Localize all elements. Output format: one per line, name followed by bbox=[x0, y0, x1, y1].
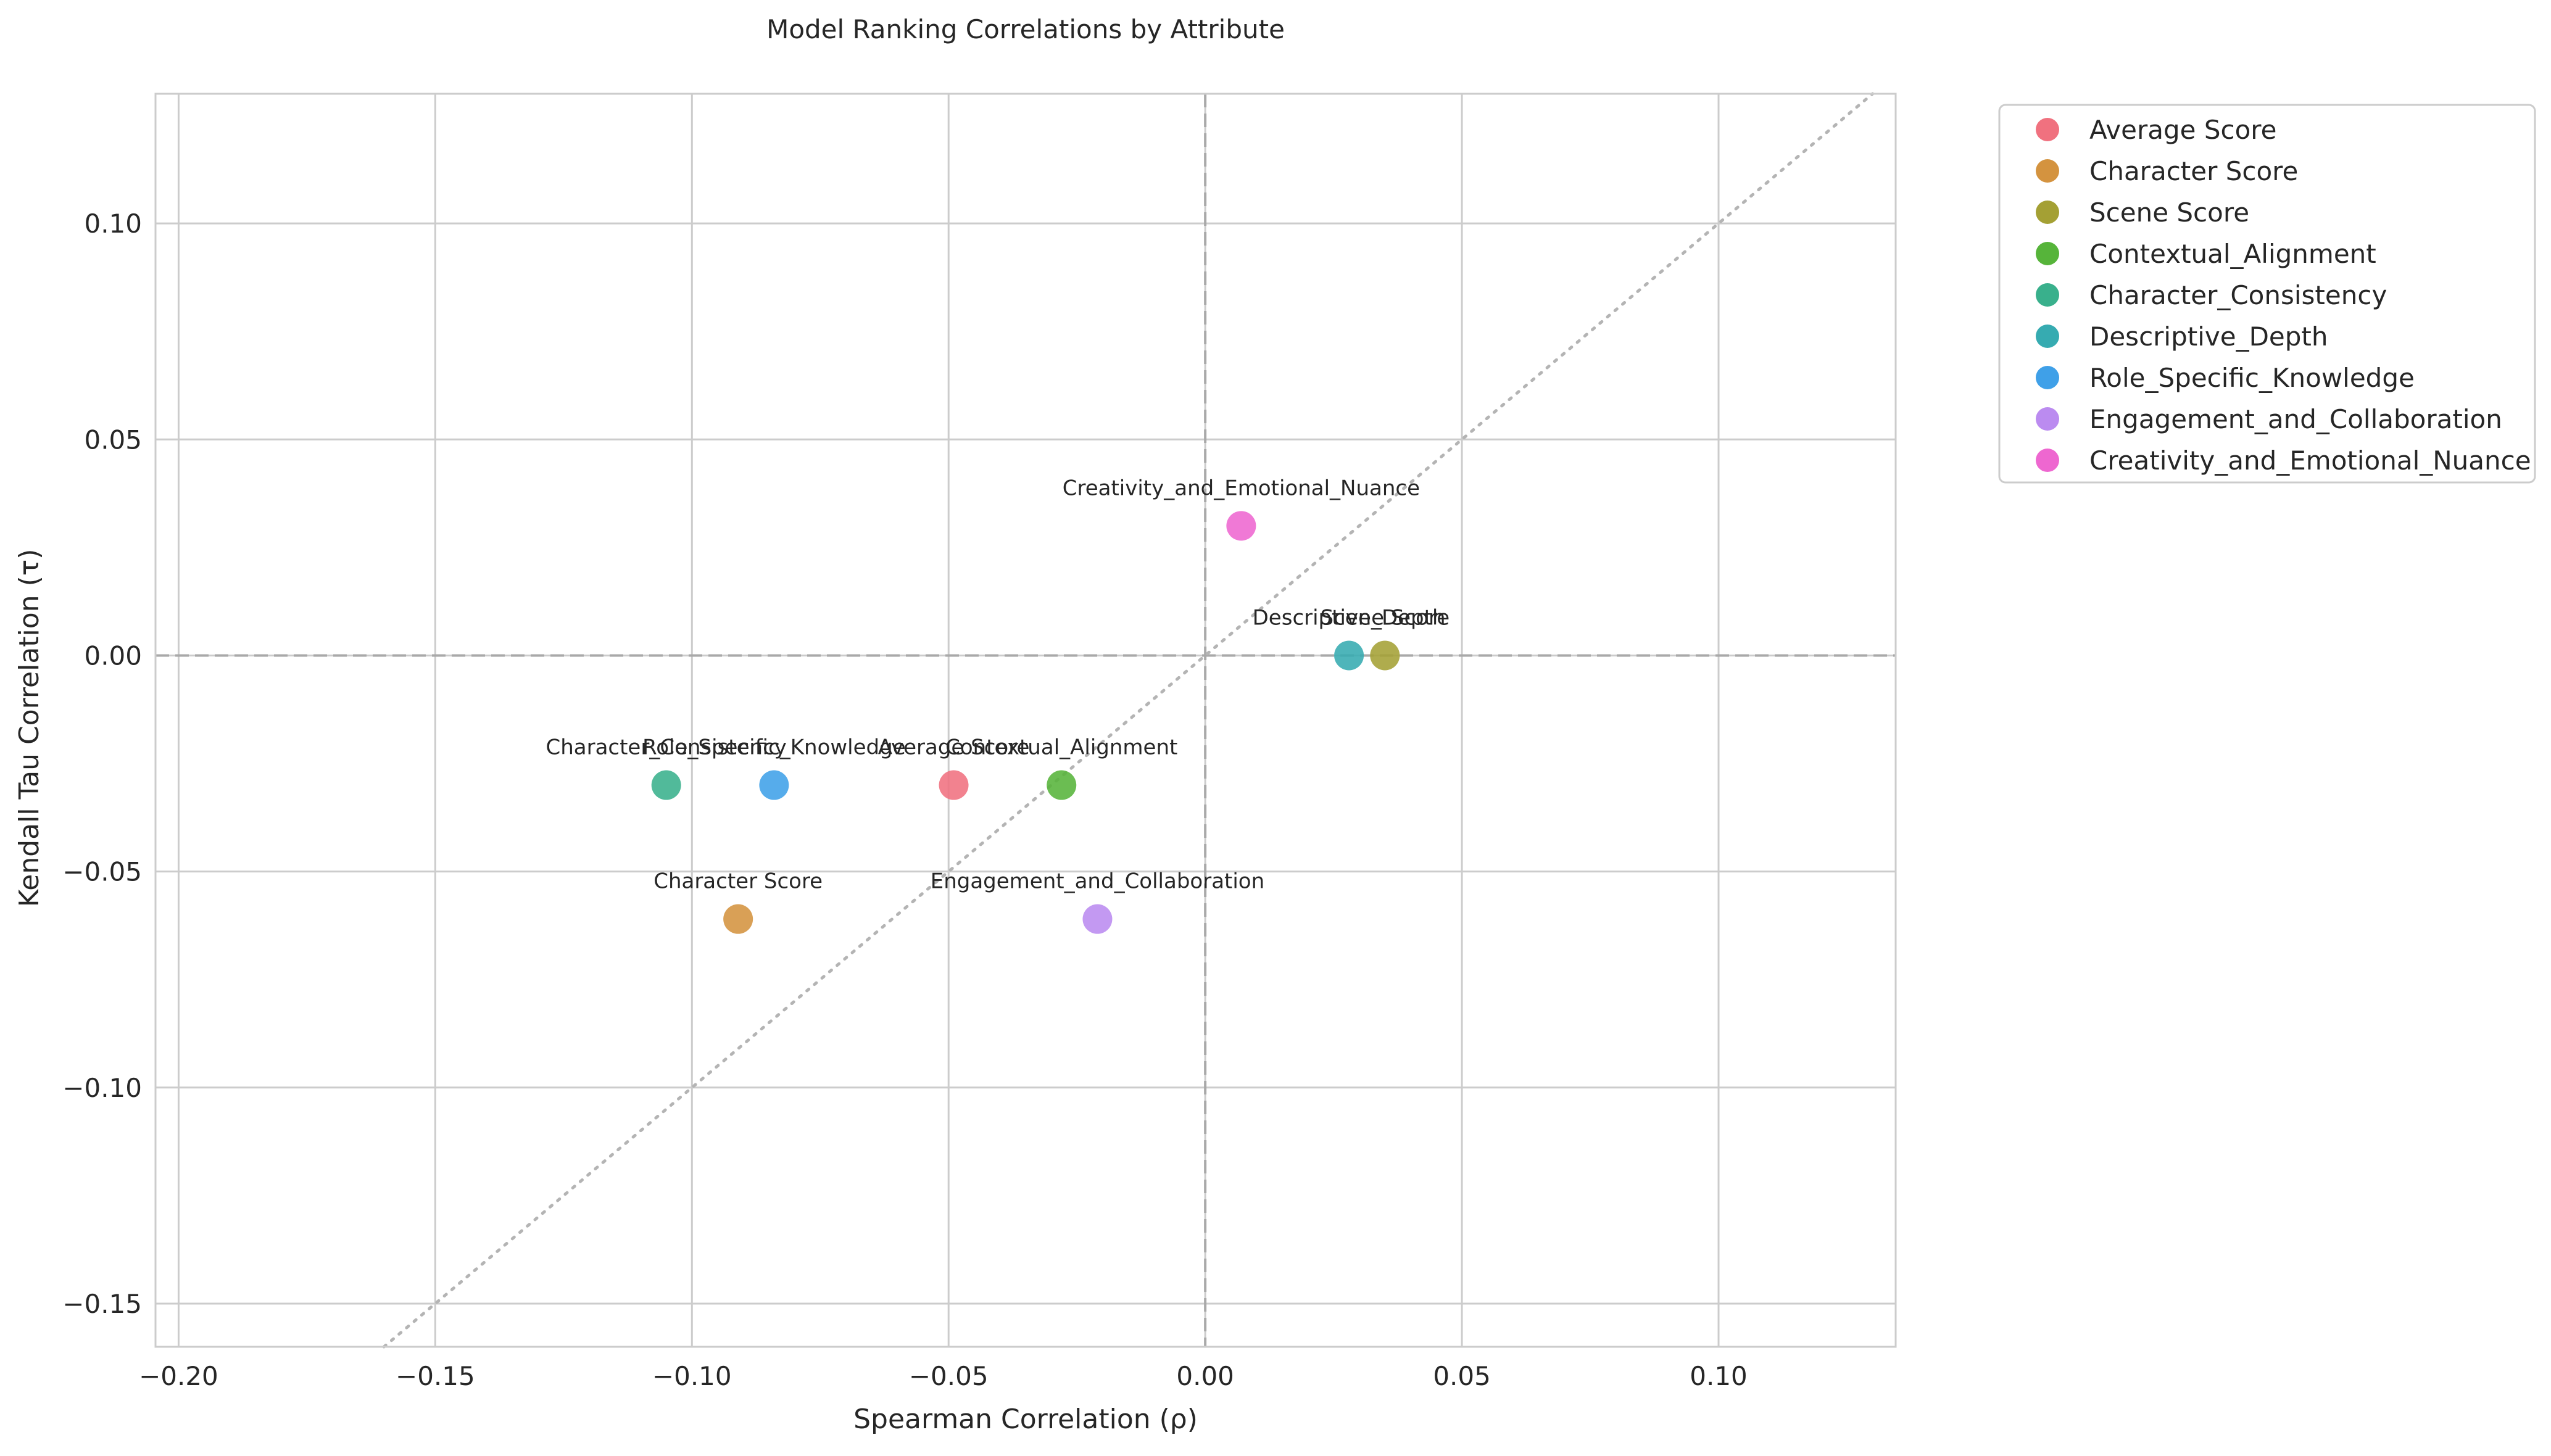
y-tick-label: 0.00 bbox=[84, 640, 142, 671]
legend-marker bbox=[2036, 283, 2059, 307]
y-axis-label: Kendall Tau Correlation (τ) bbox=[14, 549, 45, 908]
data-point bbox=[1370, 640, 1400, 671]
y-tick-label: 0.10 bbox=[84, 209, 142, 239]
legend-label: Role_Specific_Knowledge bbox=[2089, 363, 2415, 393]
legend-marker bbox=[2036, 242, 2059, 265]
data-point bbox=[939, 770, 969, 800]
point-label: Average Score bbox=[878, 735, 1030, 760]
legend-marker bbox=[2036, 118, 2059, 141]
point-label: Creativity_and_Emotional_Nuance bbox=[1063, 476, 1420, 500]
legend-label: Descriptive_Depth bbox=[2089, 321, 2328, 352]
data-point bbox=[759, 770, 789, 800]
point-label: Contextual_Alignment bbox=[945, 735, 1177, 760]
legend-marker bbox=[2036, 325, 2059, 348]
point-labels: Average Score Character Score Scene Score C… bbox=[545, 476, 1450, 893]
x-tick-label: 0.00 bbox=[1176, 1361, 1234, 1391]
data-point bbox=[723, 904, 753, 934]
identity-diagonal-line bbox=[382, 92, 1875, 1349]
x-tick-label: −0.05 bbox=[909, 1361, 989, 1391]
legend-label: Engagement_and_Collaboration bbox=[2089, 404, 2502, 434]
data-point bbox=[651, 770, 681, 800]
legend: Average Score Character Score Scene Score C… bbox=[1998, 104, 2536, 484]
y-tick-label: −0.10 bbox=[62, 1073, 142, 1103]
data-point bbox=[1082, 904, 1113, 934]
x-tick-label: −0.15 bbox=[396, 1361, 475, 1391]
legend-label: Character Score bbox=[2089, 156, 2298, 186]
y-tick-label: −0.15 bbox=[62, 1289, 142, 1319]
data-point bbox=[1334, 640, 1364, 671]
legend-label: Creativity_and_Emotional_Nuance bbox=[2089, 445, 2531, 476]
reference-lines bbox=[156, 92, 1896, 1349]
legend-box bbox=[1998, 104, 2536, 484]
data-point bbox=[1047, 770, 1077, 800]
legend-marker bbox=[2036, 449, 2059, 472]
point-label: Character Score bbox=[653, 869, 823, 894]
point-label: Character_Consistency bbox=[545, 735, 786, 760]
tick-labels: −0.20 −0.15 −0.10 −0.05 0.00 0.05 0.10 −0.15 −0.… bbox=[62, 209, 1747, 1391]
x-tick-label: −0.10 bbox=[652, 1361, 732, 1391]
legend-label: Scene Score bbox=[2089, 197, 2249, 228]
legend-marker bbox=[2036, 366, 2059, 389]
data-point bbox=[1226, 511, 1256, 541]
legend-label: Character_Consistency bbox=[2089, 280, 2387, 310]
legend-marker bbox=[2036, 407, 2059, 431]
chart-title: Model Ranking Correlations by Attribute bbox=[766, 14, 1285, 44]
plot-frame bbox=[154, 93, 1897, 1348]
legend-marker bbox=[2036, 159, 2059, 183]
legend-label: Contextual_Alignment bbox=[2089, 239, 2376, 269]
legend-label: Average Score bbox=[2089, 115, 2276, 145]
x-tick-label: −0.20 bbox=[139, 1361, 218, 1391]
point-label: Descriptive_Depth bbox=[1253, 605, 1446, 630]
point-label: Role_Specific_Knowledge bbox=[642, 735, 906, 760]
x-axis-label: Spearman Correlation (ρ) bbox=[853, 1404, 1198, 1435]
point-label: Engagement_and_Collaboration bbox=[931, 869, 1264, 894]
data-points bbox=[651, 511, 1400, 934]
legend-marker bbox=[2036, 201, 2059, 224]
x-tick-label: 0.05 bbox=[1433, 1361, 1491, 1391]
y-tick-label: 0.05 bbox=[84, 424, 142, 455]
y-tick-label: −0.05 bbox=[62, 857, 142, 887]
x-tick-label: 0.10 bbox=[1690, 1361, 1748, 1391]
point-label: Scene Score bbox=[1320, 605, 1450, 630]
